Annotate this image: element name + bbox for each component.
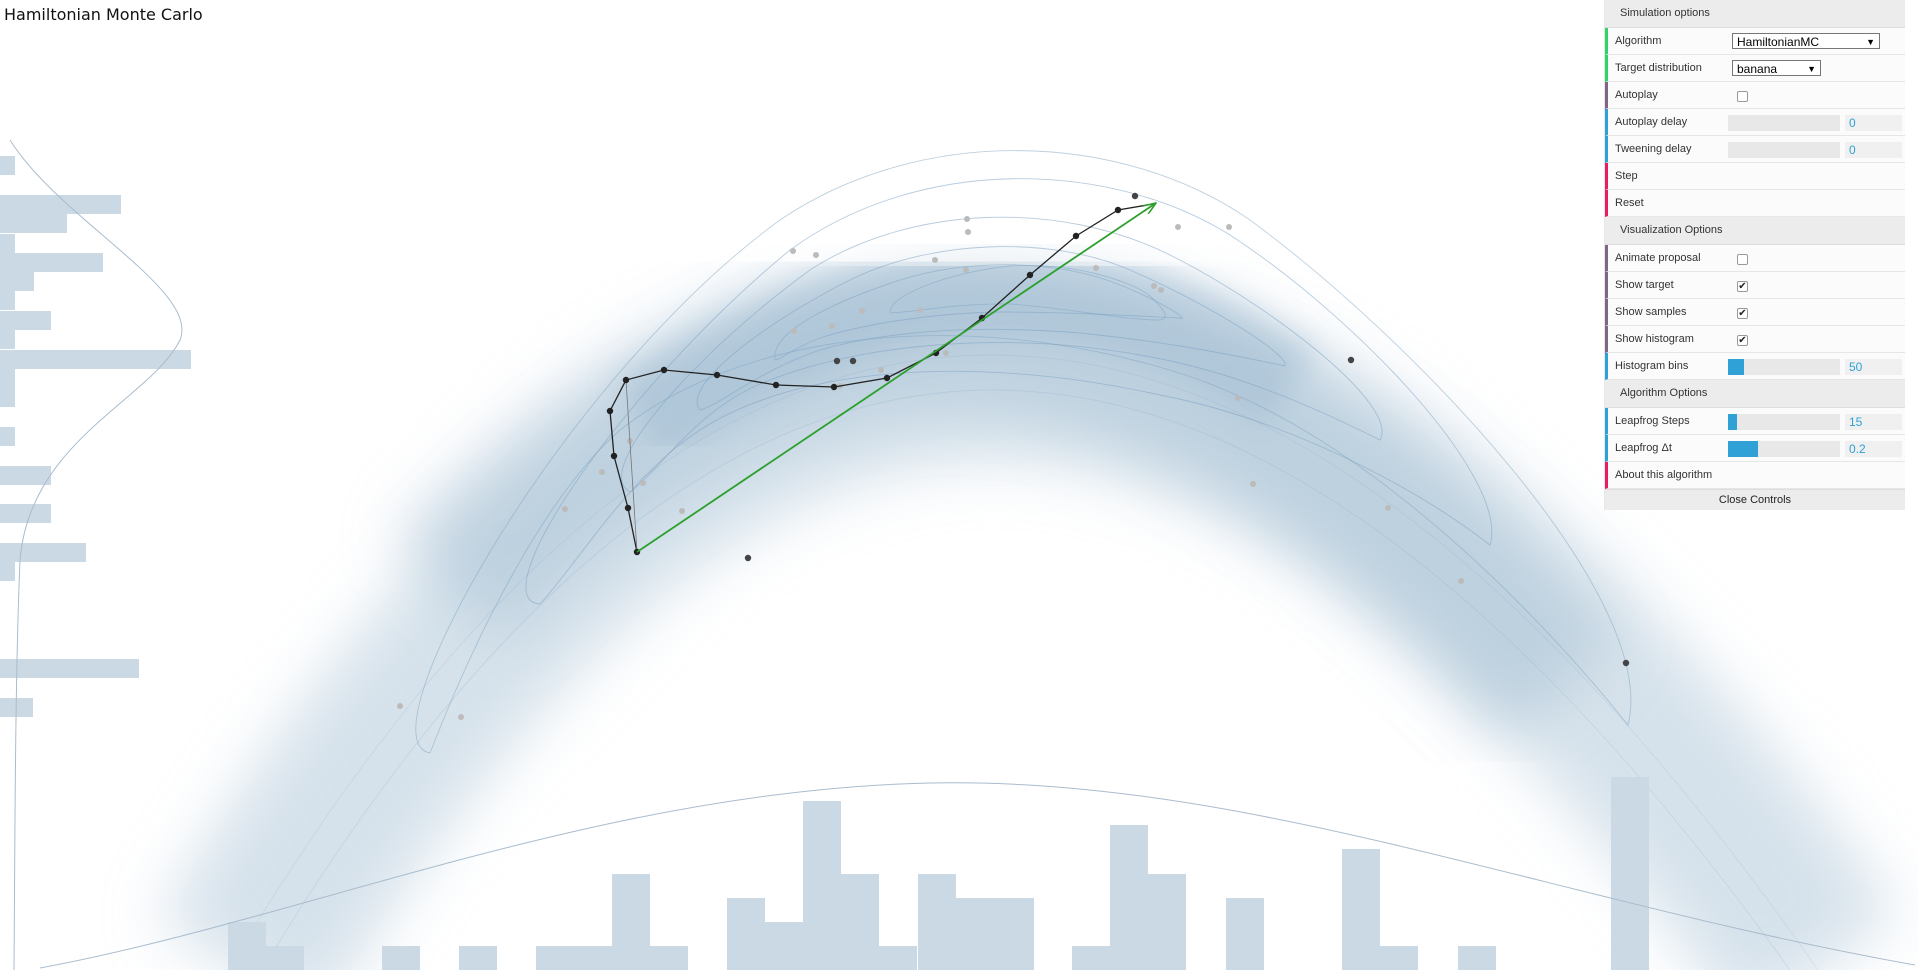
reset-button[interactable]: Reset	[1605, 190, 1905, 217]
target-density	[158, 247, 1898, 970]
checkmark-icon: ✔	[1738, 335, 1747, 346]
page-title: Hamiltonian Monte Carlo	[4, 5, 203, 24]
checkmark-icon: ✔	[1738, 308, 1747, 319]
histogram-bins-slider-fill	[1728, 359, 1744, 375]
histogram-x	[228, 777, 1649, 970]
animate-proposal-label: Animate proposal	[1615, 252, 1701, 264]
proposal-arrow	[636, 203, 1156, 553]
reset-button-label: Reset	[1615, 197, 1644, 209]
leapfrog-dt-slider-fill	[1728, 441, 1758, 457]
tweening-delay-control: Tweening delay 0	[1605, 136, 1905, 163]
tweening-delay-slider[interactable]	[1728, 142, 1840, 158]
histogram-bins-control: Histogram bins 50	[1605, 353, 1905, 380]
close-controls-button[interactable]: Close Controls	[1605, 489, 1905, 510]
checkmark-icon: ✔	[1738, 281, 1747, 292]
target-distribution-select-value: banana	[1737, 62, 1778, 76]
histogram-bins-input[interactable]: 50	[1845, 359, 1902, 375]
histogram-bins-slider[interactable]	[1728, 359, 1840, 375]
leapfrog-dt-input[interactable]: 0.2	[1845, 441, 1902, 457]
animate-proposal-control: Animate proposal	[1605, 245, 1905, 272]
autoplay-delay-control: Autoplay delay 0	[1605, 109, 1905, 136]
marginal-x-curve	[39, 782, 1916, 969]
leapfrog-dt-control: Leapfrog Δt 0.2	[1605, 435, 1905, 462]
marginal-y-curve	[9, 139, 183, 970]
trajectory-closing-line	[625, 379, 638, 553]
leapfrog-trajectory	[609, 203, 1154, 553]
leapfrog-steps-input[interactable]: 15	[1845, 414, 1902, 430]
dropdown-arrow-icon: ▼	[1866, 37, 1875, 47]
dropdown-arrow-icon: ▼	[1807, 64, 1816, 74]
show-histogram-checkbox[interactable]: ✔	[1737, 335, 1748, 346]
animate-proposal-checkbox[interactable]	[1737, 254, 1748, 265]
autoplay-label: Autoplay	[1615, 89, 1658, 101]
show-target-label: Show target	[1615, 279, 1674, 291]
tweening-delay-input[interactable]: 0	[1845, 142, 1902, 158]
samples-recent	[744, 192, 1630, 667]
section-algorithm-options[interactable]: Algorithm Options	[1605, 380, 1905, 408]
algorithm-control: Algorithm HamiltonianMC ▼	[1605, 28, 1905, 55]
step-button-label: Step	[1615, 170, 1638, 182]
target-contours	[227, 150, 1819, 970]
about-algorithm-button[interactable]: About this algorithm	[1605, 462, 1905, 489]
show-histogram-label: Show histogram	[1615, 333, 1694, 345]
samples-faded	[397, 216, 1464, 720]
algorithm-select[interactable]: HamiltonianMC ▼	[1732, 33, 1880, 49]
leapfrog-dt-label: Leapfrog Δt	[1615, 442, 1672, 454]
autoplay-checkbox[interactable]	[1737, 91, 1748, 102]
autoplay-delay-slider[interactable]	[1728, 115, 1840, 131]
leapfrog-steps-slider-fill	[1728, 414, 1737, 430]
autoplay-control: Autoplay	[1605, 82, 1905, 109]
autoplay-delay-input[interactable]: 0	[1845, 115, 1902, 131]
autoplay-delay-label: Autoplay delay	[1615, 116, 1688, 128]
leapfrog-dt-slider[interactable]	[1728, 441, 1840, 457]
algorithm-label: Algorithm	[1615, 35, 1662, 47]
target-distribution-control: Target distribution banana ▼	[1605, 55, 1905, 82]
about-algorithm-label: About this algorithm	[1615, 469, 1713, 481]
show-target-control: Show target ✔	[1605, 272, 1905, 299]
show-samples-control: Show samples ✔	[1605, 299, 1905, 326]
trajectory-points	[606, 206, 1122, 556]
target-distribution-label: Target distribution	[1615, 62, 1702, 74]
leapfrog-steps-label: Leapfrog Steps	[1615, 415, 1690, 427]
show-histogram-control: Show histogram ✔	[1605, 326, 1905, 353]
controls-panel: Simulation options Algorithm Hamiltonian…	[1604, 0, 1905, 510]
show-samples-checkbox[interactable]: ✔	[1737, 308, 1748, 319]
histogram-bins-label: Histogram bins	[1615, 360, 1689, 372]
show-target-checkbox[interactable]: ✔	[1737, 281, 1748, 292]
step-button[interactable]: Step	[1605, 163, 1905, 190]
tweening-delay-label: Tweening delay	[1615, 143, 1692, 155]
show-samples-label: Show samples	[1615, 306, 1687, 318]
target-distribution-select[interactable]: banana ▼	[1732, 60, 1821, 76]
section-simulation-options[interactable]: Simulation options	[1605, 0, 1905, 28]
section-visualization-options[interactable]: Visualization Options	[1605, 217, 1905, 245]
algorithm-select-value: HamiltonianMC	[1737, 35, 1820, 49]
histogram-y	[0, 156, 191, 717]
leapfrog-steps-slider[interactable]	[1728, 414, 1840, 430]
leapfrog-steps-control: Leapfrog Steps 15	[1605, 408, 1905, 435]
